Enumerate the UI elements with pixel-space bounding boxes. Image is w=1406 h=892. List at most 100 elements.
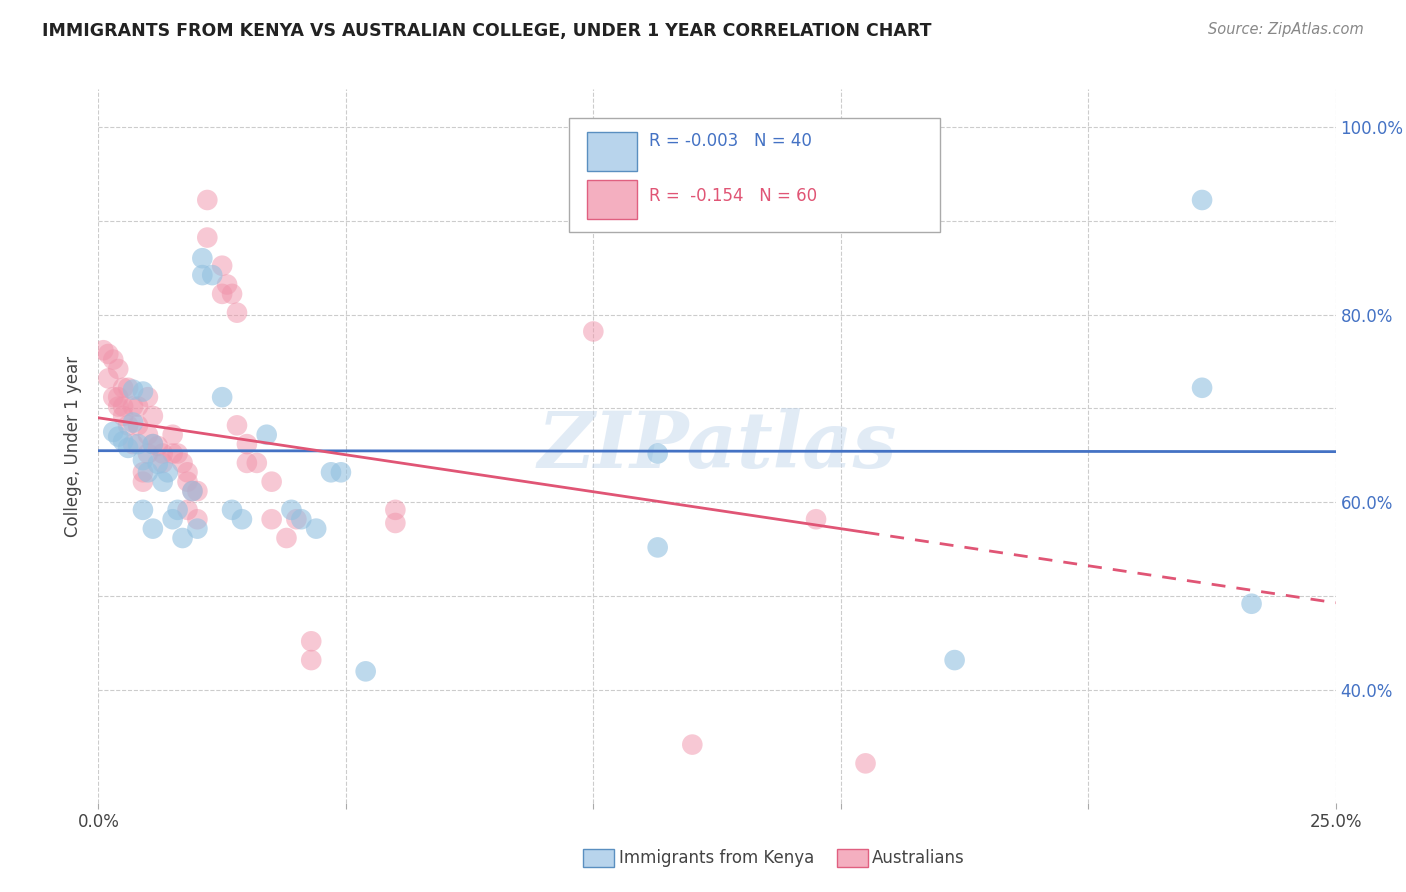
Point	[107, 429, 129, 443]
Point	[943, 653, 966, 667]
Point	[132, 465, 155, 479]
Point	[246, 456, 269, 470]
Point	[136, 465, 159, 479]
Point	[1240, 597, 1263, 611]
Point	[305, 522, 328, 536]
Point	[201, 268, 224, 282]
Point	[186, 522, 208, 536]
Point	[146, 439, 169, 453]
Point	[112, 409, 135, 423]
Point	[186, 484, 208, 499]
Point	[117, 381, 139, 395]
Point	[260, 512, 283, 526]
Point	[107, 362, 129, 376]
Point	[231, 512, 253, 526]
Point	[647, 446, 669, 460]
Point	[181, 484, 204, 499]
Point	[146, 457, 169, 471]
Point	[236, 437, 259, 451]
Point	[162, 427, 184, 442]
Point	[166, 446, 188, 460]
Point	[172, 531, 194, 545]
Point	[127, 400, 149, 414]
Point	[142, 522, 165, 536]
Point	[191, 268, 214, 282]
Point	[647, 541, 669, 555]
Point	[152, 456, 174, 470]
Point	[156, 465, 179, 479]
Point	[107, 390, 129, 404]
Point	[299, 634, 322, 648]
Point	[132, 475, 155, 489]
Point	[1191, 381, 1213, 395]
Point	[142, 409, 165, 423]
Point	[132, 384, 155, 399]
Text: IMMIGRANTS FROM KENYA VS AUSTRALIAN COLLEGE, UNDER 1 YEAR CORRELATION CHART: IMMIGRANTS FROM KENYA VS AUSTRALIAN COLL…	[42, 22, 932, 40]
Point	[112, 381, 135, 395]
Bar	[588, 180, 637, 219]
Point	[211, 259, 233, 273]
Point	[97, 371, 120, 385]
Point	[127, 418, 149, 433]
Point	[195, 193, 218, 207]
Point	[280, 503, 302, 517]
Point	[142, 437, 165, 451]
Point	[93, 343, 115, 358]
Point	[217, 277, 239, 292]
Point	[107, 400, 129, 414]
Point	[384, 516, 406, 530]
Point	[260, 475, 283, 489]
Point	[1191, 193, 1213, 207]
Point	[132, 503, 155, 517]
Point	[152, 446, 174, 460]
Point	[122, 383, 145, 397]
Point	[191, 251, 214, 265]
Point	[236, 456, 259, 470]
Point	[103, 352, 125, 367]
Point	[221, 286, 243, 301]
Point	[226, 306, 249, 320]
Point	[582, 325, 605, 339]
Point	[211, 390, 233, 404]
Text: Australians: Australians	[872, 849, 965, 867]
Point	[162, 446, 184, 460]
Point	[127, 437, 149, 451]
Point	[319, 465, 342, 479]
Point	[132, 453, 155, 467]
Point	[285, 512, 308, 526]
Point	[162, 512, 184, 526]
Point	[117, 441, 139, 455]
Point	[136, 390, 159, 404]
Y-axis label: College, Under 1 year: College, Under 1 year	[65, 355, 83, 537]
Text: R =  -0.154   N = 60: R = -0.154 N = 60	[650, 187, 817, 205]
Point	[276, 531, 298, 545]
Text: Immigrants from Kenya: Immigrants from Kenya	[619, 849, 814, 867]
Point	[855, 756, 877, 771]
Point	[172, 456, 194, 470]
Point	[354, 665, 377, 679]
Point	[804, 512, 827, 526]
Point	[97, 347, 120, 361]
Point	[112, 400, 135, 414]
Point	[195, 230, 218, 244]
Point	[142, 437, 165, 451]
Point	[103, 425, 125, 439]
Point	[112, 434, 135, 449]
Point	[211, 286, 233, 301]
Point	[221, 503, 243, 517]
Point	[384, 503, 406, 517]
Text: R = -0.003   N = 40: R = -0.003 N = 40	[650, 132, 811, 150]
Point	[176, 475, 198, 489]
Point	[186, 512, 208, 526]
Point	[256, 427, 278, 442]
Point	[122, 400, 145, 414]
Point	[136, 446, 159, 460]
FancyBboxPatch shape	[568, 118, 939, 232]
Point	[122, 437, 145, 451]
Point	[136, 427, 159, 442]
Text: Source: ZipAtlas.com: Source: ZipAtlas.com	[1208, 22, 1364, 37]
Point	[181, 484, 204, 499]
Point	[290, 512, 312, 526]
Point	[152, 475, 174, 489]
Text: ZIPatlas: ZIPatlas	[537, 408, 897, 484]
